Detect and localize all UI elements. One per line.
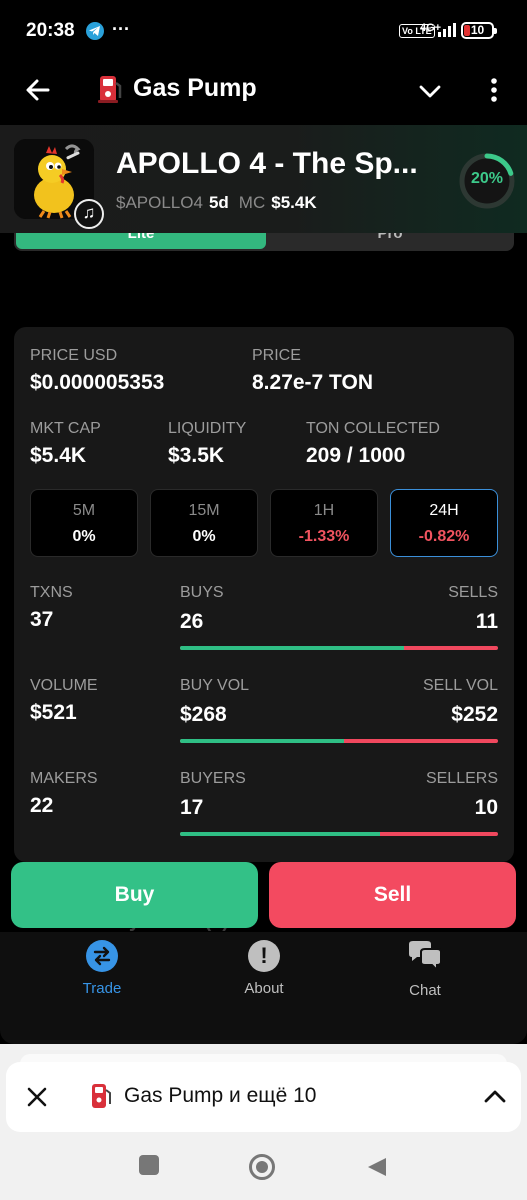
nav-chat[interactable]: Chat <box>370 940 480 999</box>
chevron-down-icon[interactable] <box>417 78 443 104</box>
battery-icon: 10 <box>461 22 497 39</box>
bonding-progress-ring: 20% <box>458 152 516 210</box>
token-name: APOLLO 4 - The Sp... <box>116 147 418 180</box>
bonding-progress-value: 20% <box>470 170 504 187</box>
token-symbol: $APOLLO4 <box>116 193 203 212</box>
stacked-minimized-tab <box>20 1054 507 1064</box>
volume-label: VOLUME <box>30 677 98 694</box>
timeframe-label: 24H <box>429 502 459 519</box>
chevron-up-icon[interactable] <box>482 1084 508 1110</box>
nav-trade-label: Trade <box>82 980 122 997</box>
volume-ratio-bar <box>180 739 498 743</box>
buyers-value: 17 <box>180 796 204 819</box>
home-button[interactable] <box>249 1154 275 1180</box>
ton-collected-label: TON COLLECTED <box>306 420 440 437</box>
chat-bubbles-icon <box>407 940 443 974</box>
buy-volume-value: $268 <box>180 703 227 726</box>
timeframe-label: 1H <box>313 502 335 519</box>
price-value: 8.27e-7 TON <box>252 371 374 394</box>
timeframe-label: 5M <box>72 502 96 519</box>
token-header: ♫ APOLLO 4 - The Sp... $APOLLO4 5d MC $5.4K… <box>0 125 527 233</box>
info-exclamation-icon: ! <box>248 940 280 972</box>
buyers-label: BUYERS <box>180 770 246 787</box>
tab-lite-label: Lite <box>127 233 155 242</box>
txns-label: TXNS <box>30 584 73 601</box>
buys-value: 26 <box>180 610 204 633</box>
liquidity-label: LIQUIDITY <box>168 420 247 437</box>
makers-value: 22 <box>30 794 54 817</box>
gas-pump-icon <box>92 1084 111 1108</box>
nav-trade[interactable]: Trade <box>47 940 157 997</box>
buys-sells-ratio-bar <box>180 646 498 650</box>
market-cap-label: MC <box>238 193 266 212</box>
liquidity-value: $3.5K <box>168 444 225 467</box>
more-notifications-icon: ··· <box>112 19 130 39</box>
volume-value: $521 <box>30 701 77 724</box>
recents-button[interactable] <box>139 1155 159 1175</box>
timeframe-5m[interactable]: 5M 0% <box>30 489 138 557</box>
gas-pump-icon <box>98 76 122 103</box>
timeframe-15m[interactable]: 15M 0% <box>150 489 258 557</box>
timeframe-1h[interactable]: 1H -1.33% <box>270 489 378 557</box>
view-tabs: Lite Pro <box>14 233 514 251</box>
timeframe-24h[interactable]: 24H -0.82% <box>390 489 498 557</box>
telegram-icon <box>86 22 104 40</box>
price-label: PRICE <box>252 347 301 364</box>
more-menu-icon[interactable] <box>486 76 502 104</box>
sells-value: 11 <box>475 610 498 633</box>
tab-pro[interactable]: Pro <box>268 233 512 249</box>
timeframe-change: -0.82% <box>418 528 470 545</box>
status-bar: 20:38 ··· Vo LTE 4G+ 10 <box>0 0 527 62</box>
network-type: 4G+ <box>420 22 442 34</box>
minimized-app-title: Gas Pump и ещё 10 <box>124 1084 317 1107</box>
buys-label: BUYS <box>180 584 224 601</box>
sell-button[interactable]: Sell <box>269 862 516 928</box>
buy-volume-label: BUY VOL <box>180 677 250 694</box>
back-arrow-icon[interactable] <box>24 76 52 104</box>
trade-swap-icon <box>86 940 118 972</box>
sellers-label: SELLERS <box>425 770 498 787</box>
market-cap-stat-label: MKT CAP <box>30 420 101 437</box>
price-usd-value: $0.000005353 <box>30 371 165 394</box>
txns-value: 37 <box>30 608 54 631</box>
music-note-icon[interactable]: ♫ <box>74 199 104 229</box>
makers-label: MAKERS <box>30 770 98 787</box>
makers-ratio-bar <box>180 832 498 836</box>
tab-lite[interactable]: Lite <box>16 233 266 249</box>
close-icon[interactable] <box>24 1084 50 1110</box>
timeframe-label: 15M <box>188 502 220 519</box>
token-age: 5d <box>208 193 229 212</box>
nav-chat-label: Chat <box>409 982 441 999</box>
bottom-nav: Trade ! About Chat <box>0 932 527 1044</box>
token-avatar[interactable] <box>14 139 94 219</box>
app-bar: Gas Pump <box>0 62 527 120</box>
sellers-value: 10 <box>474 796 498 819</box>
signal-icon <box>438 23 456 37</box>
minimized-app-bar[interactable]: Gas Pump и ещё 10 <box>6 1062 521 1132</box>
timeframe-change: 0% <box>72 528 96 545</box>
app-title: Gas Pump <box>133 74 257 102</box>
nav-about[interactable]: ! About <box>209 940 319 997</box>
token-subline: $APOLLO4 5d MC $5.4K <box>116 193 317 213</box>
back-triangle-icon[interactable] <box>366 1156 388 1178</box>
market-cap-value: $5.4K <box>271 193 317 212</box>
volte-indicator: Vo LTE <box>399 24 435 38</box>
timeframe-change: -1.33% <box>298 528 350 545</box>
token-stats-card: PRICE USD $0.000005353 PRICE 8.27e-7 TON… <box>14 327 514 862</box>
timeframe-change: 0% <box>192 528 216 545</box>
ton-collected-value: 209 / 1000 <box>306 444 406 467</box>
nav-about-label: About <box>244 980 284 997</box>
sell-volume-value: $252 <box>451 703 498 726</box>
status-time: 20:38 <box>26 20 75 41</box>
battery-level: 10 <box>470 23 485 37</box>
buy-button[interactable]: Buy <box>11 862 258 928</box>
sells-label: SELLS <box>448 584 498 601</box>
tab-pro-label: Pro <box>377 233 403 242</box>
price-usd-label: PRICE USD <box>30 347 118 364</box>
market-cap-stat-value: $5.4K <box>30 444 87 467</box>
sell-volume-label: SELL VOL <box>422 677 498 694</box>
